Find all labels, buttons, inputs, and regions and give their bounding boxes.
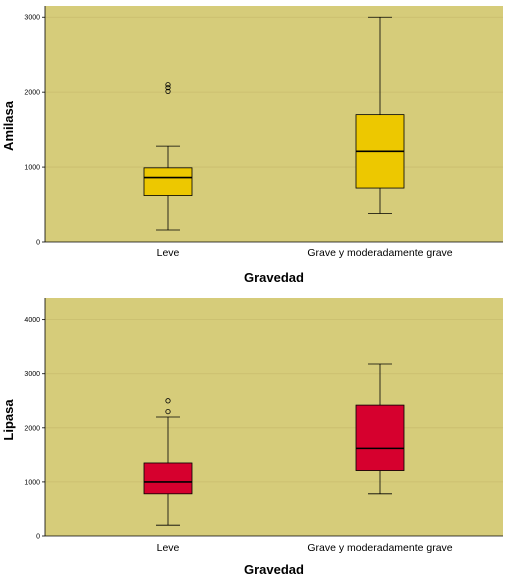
lipasa-y-tick-label: 1000 [24,479,40,486]
amilasa-y-tick-label: 2000 [24,90,40,97]
amilasa-leve-outlier [165,85,171,91]
amilasa-y-tick-label: 1000 [24,165,40,172]
lipasa-y-tick-label: 4000 [24,317,40,324]
amilasa-leve-box [143,167,193,196]
lipasa-panel: 0 1000 2000 3000 4000 Leve Grave y moderadam… [1,298,503,577]
amilasa-leve-outlier [165,82,171,88]
amilasa-y-axis-title: Amilasa [1,100,16,151]
amilasa-y-tick-label: 0 [36,240,40,247]
lipasa-x-tick-leve: Leve [157,542,180,554]
amilasa-x-tick-grave: Grave y moderadamente grave [307,247,452,259]
amilasa-plot-area [45,6,503,242]
amilasa-boxes [143,16,405,231]
lipasa-x-tick-grave: Grave y moderadamente grave [307,542,452,554]
lipasa-y-ticks: 0 1000 2000 3000 4000 [24,317,45,541]
amilasa-x-axis-title: Gravedad [244,270,304,285]
lipasa-leve-outlier [165,408,171,415]
lipasa-leve-box [143,462,193,495]
lipasa-y-tick-label: 2000 [24,425,40,432]
lipasa-y-tick-label: 0 [36,534,40,541]
amilasa-y-ticks: 0 1000 2000 3000 [24,15,45,247]
amilasa-y-tick-label: 3000 [24,15,40,22]
lipasa-x-axis-title: Gravedad [244,562,304,577]
lipasa-y-axis-title: Lipasa [1,399,16,441]
lipasa-grave-box [355,404,405,471]
amilasa-panel: 0 1000 2000 3000 Leve Grave y moderadamente… [1,6,503,285]
lipasa-boxes [143,363,405,526]
lipasa-gridlines [45,319,503,483]
lipasa-leve-outlier [165,398,171,404]
amilasa-leve-outlier [165,88,171,95]
lipasa-plot-area [45,298,503,536]
amilasa-gridlines [45,16,503,168]
amilasa-x-tick-leve: Leve [157,247,180,259]
lipasa-y-tick-label: 3000 [24,371,40,378]
